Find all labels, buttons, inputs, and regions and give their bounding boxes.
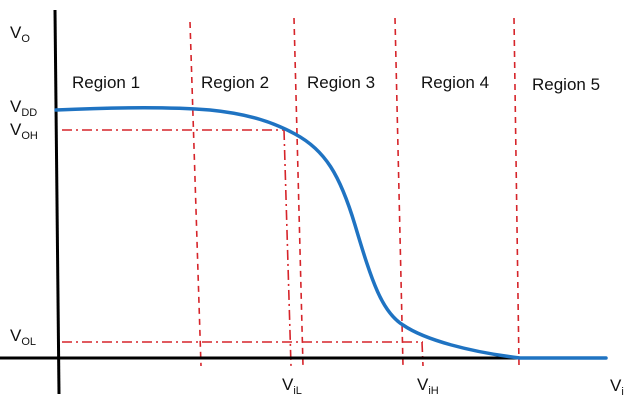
vih-guide-line: [421, 341, 424, 367]
vdd-label-main: V: [10, 97, 22, 116]
y-axis: [53, 9, 61, 395]
voh-label: VOH: [10, 120, 38, 142]
region-3-label: Region 3: [307, 73, 376, 92]
vih-label: ViH: [417, 375, 439, 397]
vdd-label: VDD: [10, 97, 37, 119]
vil-label: ViL: [282, 375, 302, 397]
region-boundary-3-4: [394, 17, 404, 367]
y-axis-label-main: V: [10, 23, 22, 42]
voh-label-main: V: [10, 120, 22, 139]
y-axis-label: VO: [10, 23, 30, 45]
vih-label-main: V: [417, 375, 429, 394]
transfer-curve: [54, 105, 608, 360]
vih-label-sub: iH: [428, 385, 439, 397]
region-2-label: Region 2: [201, 73, 270, 92]
vil-label-sub: iL: [293, 385, 302, 397]
vol-label: VOL: [10, 326, 36, 348]
region-5-label: Region 5: [532, 75, 601, 94]
vil-guide-line: [283, 129, 292, 367]
vdd-label-sub: DD: [21, 107, 38, 119]
y-axis-label-sub: O: [21, 33, 30, 45]
vil-label-main: V: [282, 375, 294, 394]
region-boundary-2-3: [293, 17, 304, 367]
region-1-label: Region 1: [72, 73, 141, 92]
x-axis-label: Vi: [610, 376, 624, 398]
voh-label-sub: OH: [21, 130, 38, 142]
region-4-label: Region 4: [421, 73, 490, 92]
x-axis-label-sub: i: [621, 386, 624, 398]
region-boundary-1-2: [189, 21, 202, 367]
x-axis-label-main: V: [610, 376, 622, 395]
vol-label-sub: OL: [21, 336, 37, 348]
vol-label-main: V: [10, 326, 22, 345]
region-boundary-4-5: [513, 17, 520, 367]
